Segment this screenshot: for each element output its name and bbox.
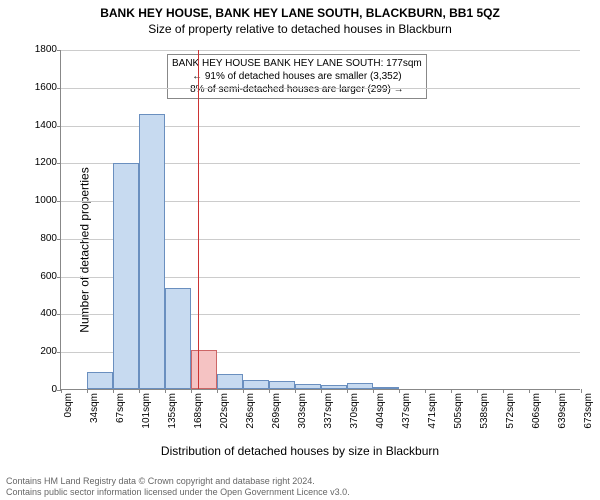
histogram-bar xyxy=(217,374,243,389)
x-tick-mark xyxy=(139,389,140,393)
y-tick-label: 1400 xyxy=(25,121,61,131)
x-tick-label: 437sqm xyxy=(402,393,412,429)
histogram-bar xyxy=(113,163,139,389)
x-tick-mark xyxy=(191,389,192,393)
x-tick-label: 606sqm xyxy=(532,393,542,429)
x-tick-mark xyxy=(321,389,322,393)
footer-line1: Contains HM Land Registry data © Crown c… xyxy=(6,476,350,487)
x-tick-mark xyxy=(87,389,88,393)
footer-attribution: Contains HM Land Registry data © Crown c… xyxy=(6,476,350,498)
histogram-bar xyxy=(295,384,321,389)
histogram-bar xyxy=(347,383,373,389)
x-tick-label: 303sqm xyxy=(298,393,308,429)
x-tick-label: 236sqm xyxy=(246,393,256,429)
x-tick-label: 572sqm xyxy=(506,393,516,429)
histogram-bar xyxy=(87,372,113,389)
x-tick-label: 337sqm xyxy=(324,393,334,429)
x-tick-label: 0sqm xyxy=(64,393,74,417)
x-tick-label: 370sqm xyxy=(350,393,360,429)
x-tick-label: 639sqm xyxy=(558,393,568,429)
x-tick-label: 505sqm xyxy=(454,393,464,429)
x-axis-label: Distribution of detached houses by size … xyxy=(0,444,600,458)
footer-line2: Contains public sector information licen… xyxy=(6,487,350,498)
histogram-bar xyxy=(321,385,347,389)
x-tick-mark xyxy=(451,389,452,393)
x-tick-label: 34sqm xyxy=(90,393,100,423)
chart-container: Number of detached properties BANK HEY H… xyxy=(0,40,600,460)
y-tick-label: 0 xyxy=(25,385,61,395)
x-tick-label: 67sqm xyxy=(116,393,126,423)
x-tick-label: 673sqm xyxy=(584,393,594,429)
x-tick-mark xyxy=(555,389,556,393)
plot-area: BANK HEY HOUSE BANK HEY LANE SOUTH: 177s… xyxy=(60,50,580,390)
x-tick-mark xyxy=(347,389,348,393)
x-tick-mark xyxy=(295,389,296,393)
y-tick-label: 1600 xyxy=(25,83,61,93)
x-tick-mark xyxy=(529,389,530,393)
y-tick-label: 400 xyxy=(25,309,61,319)
x-tick-mark xyxy=(477,389,478,393)
x-tick-mark xyxy=(243,389,244,393)
x-tick-label: 471sqm xyxy=(428,393,438,429)
x-tick-label: 404sqm xyxy=(376,393,386,429)
x-tick-mark xyxy=(269,389,270,393)
x-tick-mark xyxy=(373,389,374,393)
x-tick-mark xyxy=(61,389,62,393)
y-tick-label: 800 xyxy=(25,234,61,244)
histogram-bar xyxy=(243,380,269,389)
histogram-bar xyxy=(191,350,217,389)
grid-line xyxy=(61,50,580,51)
x-tick-label: 135sqm xyxy=(168,393,178,429)
x-tick-label: 168sqm xyxy=(194,393,204,429)
x-tick-label: 538sqm xyxy=(480,393,490,429)
annotation-line3: 8% of semi-detached houses are larger (2… xyxy=(172,83,422,96)
x-tick-mark xyxy=(581,389,582,393)
x-tick-mark xyxy=(217,389,218,393)
y-tick-label: 1800 xyxy=(25,45,61,55)
chart-title: BANK HEY HOUSE, BANK HEY LANE SOUTH, BLA… xyxy=(0,0,600,20)
y-tick-label: 1000 xyxy=(25,196,61,206)
x-tick-mark xyxy=(399,389,400,393)
x-tick-mark xyxy=(165,389,166,393)
x-tick-mark xyxy=(503,389,504,393)
x-tick-label: 101sqm xyxy=(142,393,152,429)
annotation-line1: BANK HEY HOUSE BANK HEY LANE SOUTH: 177s… xyxy=(172,57,422,70)
x-tick-mark xyxy=(113,389,114,393)
histogram-bar xyxy=(165,288,191,389)
marker-line xyxy=(198,50,199,389)
y-tick-label: 200 xyxy=(25,347,61,357)
x-tick-label: 202sqm xyxy=(220,393,230,429)
y-tick-label: 1200 xyxy=(25,158,61,168)
histogram-bar xyxy=(373,387,399,389)
histogram-bar xyxy=(139,114,165,389)
grid-line xyxy=(61,88,580,89)
chart-subtitle: Size of property relative to detached ho… xyxy=(0,20,600,36)
x-tick-mark xyxy=(425,389,426,393)
y-tick-label: 600 xyxy=(25,272,61,282)
histogram-bar xyxy=(269,381,295,389)
annotation-line2: ← 91% of detached houses are smaller (3,… xyxy=(172,70,422,83)
annotation-box: BANK HEY HOUSE BANK HEY LANE SOUTH: 177s… xyxy=(167,54,427,99)
x-tick-label: 269sqm xyxy=(272,393,282,429)
